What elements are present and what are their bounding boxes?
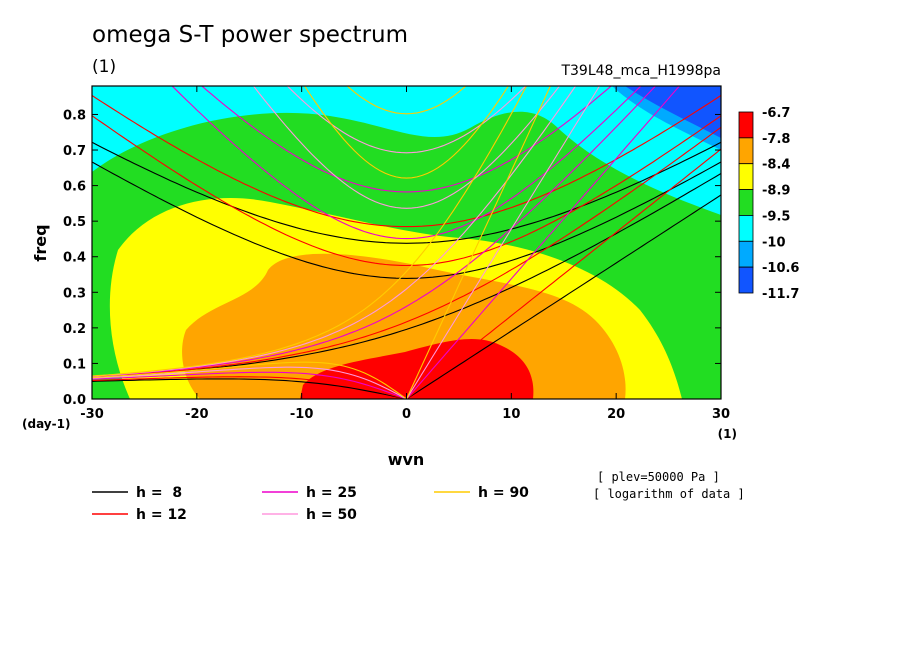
spectrum-fill xyxy=(92,86,721,399)
legend: h = 8 h = 12 h = 25 h = 50 h = 90 xyxy=(92,485,529,523)
note-plev: [ plev=50000 Pa ] xyxy=(597,470,720,484)
gravity-n2-curve-h50 xyxy=(286,86,527,154)
mrg-curve-h12 xyxy=(92,126,721,378)
y-tick-label: 0.5 xyxy=(63,215,86,230)
y-axis-unit: (day-1) xyxy=(22,417,70,431)
y-tick-label: 0.7 xyxy=(63,144,86,159)
rossby-curve-h90 xyxy=(92,361,407,399)
note-logarithm: [ logarithm of data ] xyxy=(593,487,745,501)
kelvin-curve-h50 xyxy=(406,86,601,399)
rossby-curve-h50 xyxy=(92,366,407,399)
gravity-n1-curve-h90 xyxy=(303,86,510,179)
gravity-n1-curve-h12 xyxy=(92,115,721,267)
chart-subtitle: (1) xyxy=(92,57,117,77)
colorbar-swatch xyxy=(738,189,754,216)
kelvin-curve-h8 xyxy=(406,194,721,399)
colorbar-label: -10 xyxy=(762,235,786,250)
colorbar-swatch xyxy=(738,266,754,294)
legend-label: h = 50 xyxy=(306,507,357,523)
x-tick-label: 20 xyxy=(607,407,625,422)
colorbar: -6.7 -7.8 -8.4 -8.9 -9.5 -10 -10.6 -11.7 xyxy=(738,106,799,302)
x-tick-label: -20 xyxy=(185,407,209,422)
y-tick-label: 0.8 xyxy=(63,108,86,123)
colorbar-swatch xyxy=(738,111,754,139)
rossby-curve-h8 xyxy=(92,378,407,399)
x-tick-label: 0 xyxy=(402,407,411,422)
y-tick-label: 0.3 xyxy=(63,286,86,301)
gravity-n2-curve-h8 xyxy=(92,141,721,244)
rossby-curve-h12 xyxy=(92,376,407,399)
x-tick-label: 10 xyxy=(502,407,520,422)
legend-label: h = 90 xyxy=(478,485,529,501)
rossby-curve-h25 xyxy=(92,371,407,399)
colorbar-label: -8.4 xyxy=(762,158,790,173)
x-tick-label: -10 xyxy=(290,407,314,422)
gravity-n1-curve-h50 xyxy=(252,86,561,209)
dispersion-curves xyxy=(92,86,721,399)
mrg-curve-h90 xyxy=(92,86,528,377)
chart-title: omega S-T power spectrum xyxy=(92,22,409,48)
mrg-curve-h50 xyxy=(92,86,577,377)
kelvin-curve-h12 xyxy=(406,148,721,399)
x-tick-label: 30 xyxy=(712,407,730,422)
colorbar-swatch xyxy=(738,215,754,242)
colorbar-label: -6.7 xyxy=(762,106,790,121)
y-tick-label: 0.0 xyxy=(63,393,86,408)
colorbar-label: -8.9 xyxy=(762,184,790,199)
legend-label: h = 25 xyxy=(306,485,357,501)
x-axis-label: wvn xyxy=(388,450,425,469)
colorbar-label: -7.8 xyxy=(762,132,790,147)
band-blue xyxy=(625,86,721,138)
gravity-n1-curve-h8 xyxy=(92,161,721,279)
gravity-n2-curve-h25 xyxy=(201,86,612,193)
x-axis-unit: (1) xyxy=(718,427,737,441)
y-tick-label: 0.2 xyxy=(63,322,86,337)
kelvin-curve-h25 xyxy=(406,86,681,399)
colorbar-swatch xyxy=(738,163,754,190)
y-tick-label: 0.1 xyxy=(63,357,86,372)
axes: -30 -20 -10 0 10 20 30 0.0 0.1 0.2 0.3 0.4 0.5 0.6 0.7… xyxy=(63,86,730,422)
x-tick-label: -30 xyxy=(80,407,104,422)
y-axis-label: freq xyxy=(31,224,50,261)
gravity-n2-curve-h90 xyxy=(346,86,467,115)
y-tick-label: 0.6 xyxy=(63,180,86,195)
legend-label: h = 8 xyxy=(136,485,182,501)
run-id: T39L48_mca_H1998pa xyxy=(561,63,721,79)
colorbar-swatch xyxy=(738,137,754,165)
kelvin-curve-h90 xyxy=(405,86,551,399)
colorbar-label: -9.5 xyxy=(762,209,790,224)
gravity-n1-curve-h25 xyxy=(171,86,642,240)
mrg-curve-h25 xyxy=(92,86,657,378)
colorbar-swatch xyxy=(738,240,754,268)
y-tick-label: 0.4 xyxy=(63,251,86,266)
colorbar-label: -10.6 xyxy=(762,261,799,276)
colorbar-label: -11.7 xyxy=(762,287,799,302)
legend-label: h = 12 xyxy=(136,507,187,523)
